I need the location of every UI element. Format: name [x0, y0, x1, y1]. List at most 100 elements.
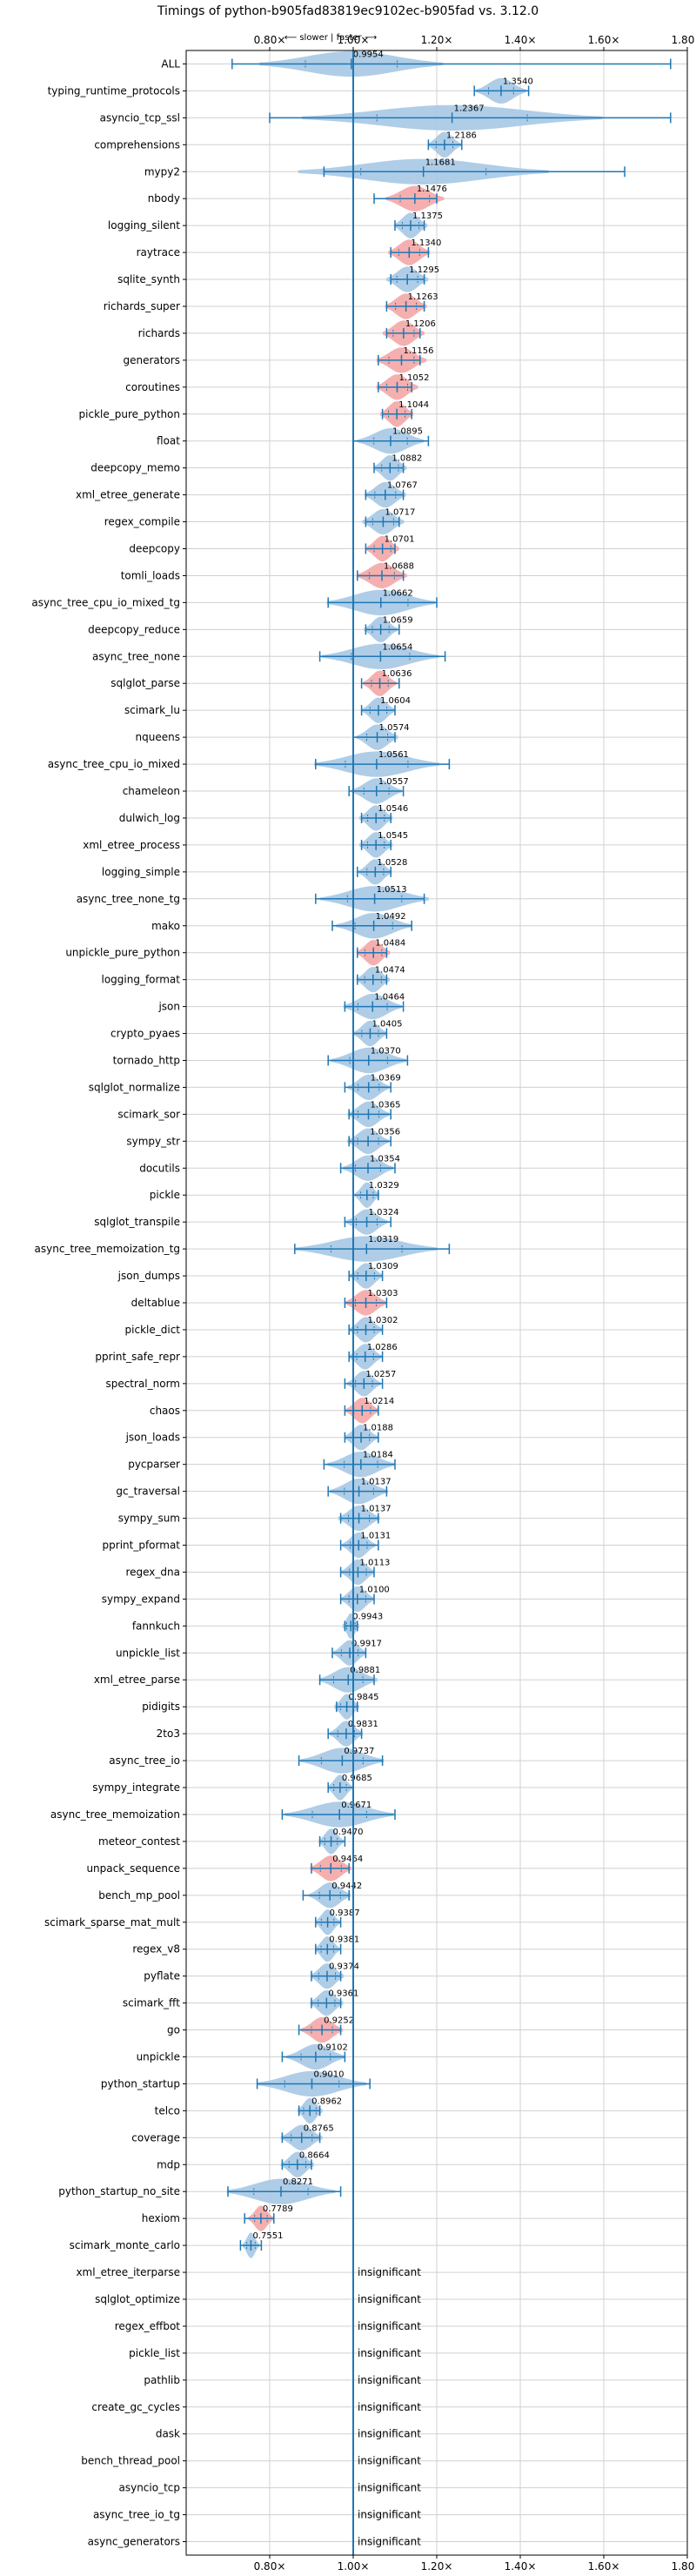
value-label: 1.0257: [365, 1370, 396, 1379]
y-tick-label: typing_runtime_protocols: [48, 84, 180, 97]
y-tick-label: async_tree_none_tg: [77, 893, 180, 905]
value-label: 0.9845: [349, 1693, 379, 1702]
value-label: 1.0492: [376, 912, 406, 922]
y-tick-label: regex_dna: [125, 1566, 180, 1578]
insignificant-label: insignificant: [358, 2347, 421, 2359]
y-tick-label: sqlglot_parse: [110, 677, 180, 689]
y-tick-label: crypto_pyaes: [110, 1028, 180, 1040]
y-tick-label: logging_silent: [108, 219, 180, 231]
value-label: 0.9685: [342, 1774, 372, 1783]
chart-title: Timings of python-b905fad83819ec9102ec-b…: [157, 4, 539, 18]
y-tick-label: go: [167, 2024, 180, 2036]
value-label: 1.0370: [371, 1046, 401, 1056]
y-tick-label: fannkuch: [132, 1620, 180, 1632]
y-tick-label: sympy_str: [126, 1135, 180, 1147]
value-label: 1.0131: [360, 1532, 391, 1541]
insignificant-label: insignificant: [358, 2509, 421, 2521]
x-tick-label-top: 1.20×: [421, 34, 453, 46]
y-tick-label: async_tree_cpu_io_mixed_tg: [31, 596, 180, 608]
y-tick-label: json: [157, 1001, 180, 1013]
value-label: 0.9464: [332, 1855, 363, 1864]
x-tick-label-top: 1.00×: [338, 34, 370, 46]
y-tick-label: deepcopy_reduce: [88, 623, 180, 635]
y-tick-label: docutils: [139, 1162, 180, 1174]
y-tick-label: pickle_list: [129, 2347, 180, 2359]
value-label: 1.0767: [387, 481, 418, 491]
y-tick-label: async_tree_io: [109, 1754, 180, 1767]
y-tick-label: bench_mp_pool: [98, 1889, 180, 1902]
y-tick-label: python_startup_no_site: [58, 2185, 180, 2197]
value-label: 1.1044: [398, 400, 429, 410]
y-tick-label: 2to3: [157, 1727, 180, 1740]
y-tick-label: tomli_loads: [121, 569, 180, 581]
value-label: 1.2367: [454, 104, 485, 113]
value-label: 1.0654: [382, 642, 412, 652]
y-tick-label: pickle_pure_python: [79, 408, 180, 420]
value-label: 1.1156: [403, 346, 433, 356]
y-tick-label: chameleon: [123, 785, 180, 797]
y-tick-label: asyncio_tcp: [118, 2482, 180, 2494]
y-tick-label: logging_simple: [102, 866, 180, 878]
value-label: 0.9917: [351, 1639, 382, 1648]
value-label: 1.0188: [363, 1424, 393, 1433]
axes-layer: ALL typing_runtime_protocols asyncio_tcp_s…: [31, 34, 696, 2573]
y-tick-label: async_generators: [88, 2536, 180, 2548]
y-tick-label: hexiom: [142, 2212, 180, 2224]
value-label: 1.0662: [383, 588, 413, 598]
y-tick-label: async_tree_io_tg: [93, 2509, 180, 2521]
y-tick-label: sympy_integrate: [92, 1781, 180, 1794]
value-label: 0.9737: [344, 1747, 374, 1756]
y-tick-label: mako: [151, 920, 180, 932]
value-label: 1.0309: [368, 1262, 398, 1271]
y-tick-label: generators: [123, 354, 180, 366]
y-tick-label: xml_etree_generate: [76, 489, 180, 501]
insignificant-label: insignificant: [358, 2428, 421, 2440]
value-label: 1.1206: [405, 319, 436, 329]
value-label: 0.9831: [348, 1720, 378, 1729]
insignificant-label: insignificant: [358, 2401, 421, 2413]
x-tick-label-top: 0.80×: [254, 34, 286, 46]
y-tick-label: sqlglot_optimize: [95, 2293, 180, 2305]
y-tick-label: raytrace: [137, 246, 180, 258]
y-tick-label: richards_super: [104, 300, 180, 312]
value-label: 1.0574: [379, 723, 410, 733]
y-tick-label: xml_etree_parse: [94, 1674, 180, 1686]
value-label: 1.0688: [384, 561, 414, 571]
y-tick-label: meteor_contest: [98, 1835, 180, 1848]
y-tick-label: telco: [155, 2104, 180, 2116]
value-label: 1.1263: [408, 292, 438, 302]
value-label: 1.0513: [377, 885, 407, 895]
y-tick-label: python_startup: [101, 2077, 180, 2090]
y-tick-label: json_dumps: [117, 1270, 180, 1282]
value-label: 1.0137: [361, 1505, 392, 1514]
x-tick-label-bottom: 1.40×: [505, 2560, 537, 2573]
value-label: 1.0286: [367, 1343, 398, 1352]
insignificant-label: insignificant: [358, 2293, 421, 2305]
y-tick-label: async_tree_none: [92, 650, 180, 662]
y-tick-label: nbody: [148, 192, 180, 205]
x-tick-label-bottom: 1.80×: [672, 2560, 696, 2573]
y-tick-label: scimark_lu: [124, 704, 180, 716]
y-tick-label: pyflate: [144, 1970, 180, 1982]
value-label: 1.0717: [385, 508, 415, 518]
value-label: 0.9102: [318, 2043, 348, 2052]
y-tick-label: scimark_sor: [117, 1108, 180, 1120]
value-label: 1.0324: [369, 1208, 399, 1218]
value-label: 0.9470: [333, 1828, 364, 1837]
value-label: 1.0214: [364, 1397, 394, 1406]
value-label: 0.8962: [311, 2096, 342, 2106]
value-label: 1.0365: [371, 1100, 401, 1110]
y-tick-label: scimark_monte_carlo: [70, 2239, 180, 2251]
x-tick-label-top: 1.60×: [588, 34, 620, 46]
y-tick-label: coroutines: [125, 381, 180, 393]
value-label: 0.9381: [329, 1935, 359, 1945]
y-tick-label: coverage: [131, 2131, 180, 2143]
y-tick-label: sqlglot_normalize: [89, 1081, 180, 1093]
y-tick-label: mdp: [157, 2158, 180, 2170]
value-label: 1.1375: [412, 211, 443, 221]
y-tick-label: async_tree_cpu_io_mixed: [48, 758, 180, 770]
y-tick-label: deltablue: [131, 1297, 180, 1309]
y-tick-label: xml_etree_process: [83, 839, 180, 851]
value-label: 1.3540: [503, 77, 533, 86]
x-tick-label-top: 1.40×: [505, 34, 537, 46]
